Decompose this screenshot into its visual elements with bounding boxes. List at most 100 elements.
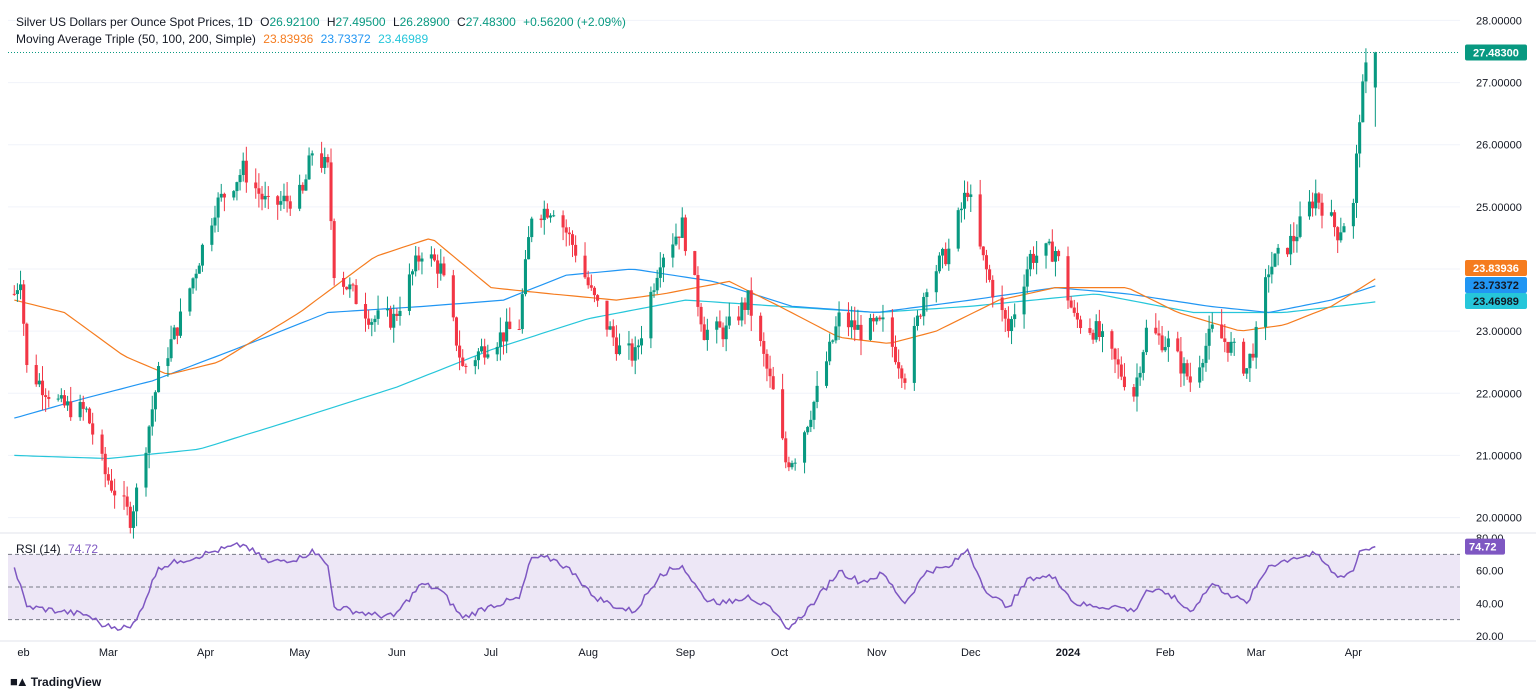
candle-body — [473, 360, 477, 367]
candle-body — [354, 285, 358, 305]
rsi-tick-label: 60.00 — [1476, 566, 1504, 578]
candle-body — [480, 346, 484, 352]
candle-body — [66, 401, 70, 406]
candle-body — [15, 290, 19, 295]
candle-body — [464, 365, 468, 367]
candle-body — [22, 284, 26, 324]
candle-body — [1320, 202, 1324, 216]
candle-body — [564, 227, 568, 233]
candle-body — [872, 317, 876, 322]
candle-body — [285, 195, 289, 202]
candle-body — [1182, 363, 1186, 374]
candle-body — [407, 274, 411, 311]
candlestick-series[interactable] — [12, 48, 1377, 539]
rsi-legend: RSI (14) 74.72 — [16, 542, 98, 556]
tradingview-logo-icon: ■▲ — [10, 674, 29, 689]
ma50-badge — [1465, 260, 1527, 276]
candle-body — [614, 337, 618, 355]
ma200-badge — [1465, 293, 1527, 309]
candle-body — [1354, 153, 1359, 203]
candle-body — [125, 496, 129, 507]
candle-body — [1119, 364, 1123, 377]
candle-body — [549, 215, 553, 218]
candle-body — [517, 328, 521, 330]
candle-body — [81, 402, 85, 409]
candle-body — [12, 293, 16, 295]
candle-body — [1364, 62, 1368, 82]
candle-body — [298, 184, 302, 209]
candle-body — [1035, 255, 1039, 263]
candle-body — [527, 237, 531, 260]
candle-body — [1088, 328, 1092, 333]
candle-body — [498, 332, 502, 347]
candle-body — [213, 217, 217, 226]
candle-body — [1220, 324, 1224, 339]
candle-body — [969, 194, 973, 197]
rsi-tick-label: 20.00 — [1476, 631, 1504, 643]
candle-body — [1006, 318, 1010, 332]
candle-body — [62, 395, 66, 406]
candle-body — [1207, 328, 1211, 346]
candle-body — [56, 398, 60, 400]
candle-body — [40, 380, 45, 396]
candle-body — [781, 389, 785, 439]
candle-body — [47, 397, 51, 399]
high-label: H — [326, 15, 336, 29]
candle-body — [128, 506, 132, 528]
candle-body — [351, 284, 355, 286]
candle-body — [737, 316, 741, 321]
candle-body — [859, 324, 863, 340]
close-number: 27.48300 — [465, 15, 516, 29]
candle-body — [912, 325, 916, 383]
candle-body — [210, 225, 214, 245]
candle-body — [1245, 368, 1249, 374]
candle-body — [363, 304, 368, 319]
candle-body — [432, 254, 437, 261]
candle-body — [326, 156, 330, 163]
close-value: C27.48300 — [457, 15, 516, 29]
candle-body — [1179, 351, 1183, 374]
candle-body — [1289, 235, 1293, 255]
candle-body — [1198, 367, 1202, 383]
candle-body — [630, 343, 634, 361]
candle-body — [586, 277, 590, 286]
candle-body — [1339, 232, 1343, 241]
candle-body — [254, 182, 258, 189]
candle-body — [1185, 363, 1189, 377]
candle-body — [59, 395, 63, 399]
candle-body — [398, 310, 402, 316]
candle-body — [1251, 353, 1255, 358]
candle-body — [727, 316, 731, 326]
candle-body — [44, 395, 48, 398]
candle-body — [545, 208, 549, 218]
candle-body — [1160, 335, 1164, 351]
candle-body — [1028, 253, 1032, 270]
candle-body — [1329, 212, 1333, 216]
candle-body — [1113, 348, 1117, 360]
candle-body — [260, 193, 264, 200]
tradingview-logo[interactable]: ■▲ TradingView — [10, 674, 101, 689]
candle-body — [1157, 333, 1161, 336]
candle-body — [809, 419, 813, 427]
candle-body — [194, 273, 198, 279]
candle-body — [1361, 81, 1365, 123]
candle-body — [282, 195, 286, 202]
candle-body — [191, 278, 195, 289]
time-tick-label: Jun — [388, 647, 406, 659]
candle-body — [988, 269, 992, 280]
candle-body — [389, 309, 393, 328]
candle-body — [1295, 236, 1299, 242]
candle-body — [875, 317, 879, 322]
candle-body — [144, 452, 148, 488]
time-tick-label: Apr — [197, 647, 214, 659]
ma200-value: 23.46989 — [378, 32, 429, 46]
candle-body — [787, 462, 791, 468]
candle-body — [1264, 277, 1268, 327]
candle-body — [451, 275, 455, 318]
candle-body — [589, 285, 593, 288]
candle-body — [718, 321, 722, 328]
candle-body — [454, 317, 458, 346]
candle-body — [674, 236, 678, 245]
candle-body — [1053, 251, 1057, 262]
